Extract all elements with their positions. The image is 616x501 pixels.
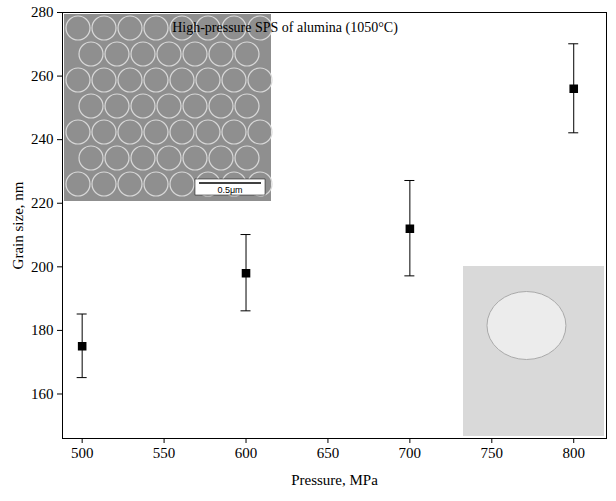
svg-text:High-pressure SPS of alumina (: High-pressure SPS of alumina (1050°C) [172,20,398,36]
svg-text:240: 240 [31,131,54,147]
svg-text:700: 700 [399,445,422,461]
svg-text:260: 260 [31,68,54,84]
svg-text:550: 550 [153,445,176,461]
svg-text:750: 750 [481,445,504,461]
svg-text:Grain size, nm: Grain size, nm [10,181,26,269]
svg-text:Pressure, MPa: Pressure, MPa [291,472,378,488]
svg-text:650: 650 [317,445,340,461]
svg-text:800: 800 [562,445,585,461]
svg-text:220: 220 [31,195,54,211]
svg-text:500: 500 [71,445,94,461]
svg-text:200: 200 [31,259,54,275]
svg-text:160: 160 [31,386,54,402]
svg-text:600: 600 [235,445,258,461]
svg-text:180: 180 [31,322,54,338]
svg-text:280: 280 [31,4,54,20]
svg-text:0.5μm: 0.5μm [217,185,242,195]
